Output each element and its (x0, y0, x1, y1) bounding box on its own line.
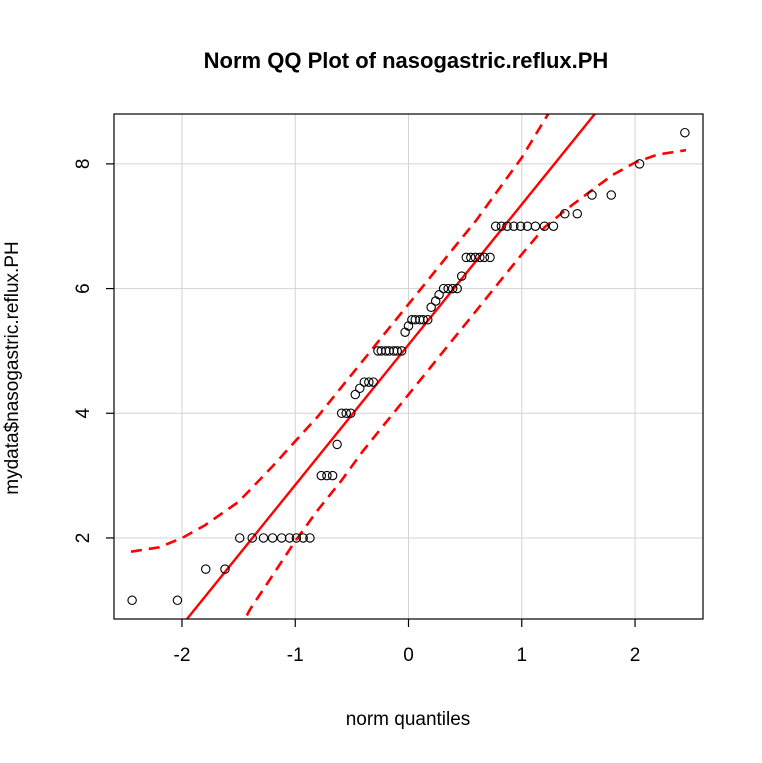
y-tick-label: 4 (73, 408, 94, 419)
data-point (127, 595, 137, 606)
data-point (634, 159, 645, 169)
data-point (267, 533, 278, 543)
data-point (447, 283, 458, 294)
data-point (680, 127, 690, 138)
data-point (418, 314, 428, 325)
x-tick-label: 0 (403, 645, 414, 666)
data-point (548, 221, 559, 231)
lower-confidence-envelope (243, 148, 687, 619)
y-tick-label: 8 (73, 159, 94, 170)
data-point (426, 302, 436, 313)
data-point (434, 290, 444, 300)
x-tick-label: 2 (630, 645, 641, 666)
data-point (587, 190, 597, 200)
data-point (496, 221, 507, 231)
data-point (220, 564, 230, 574)
upper-confidence-envelope (130, 114, 550, 553)
data-point (479, 252, 490, 263)
x-axis-label: norm quantiles (346, 709, 471, 730)
data-point (258, 533, 269, 543)
data-point (502, 221, 512, 231)
data-point (341, 408, 351, 419)
y-tick-label: 2 (73, 533, 94, 544)
data-point (336, 408, 347, 419)
data-point (284, 533, 295, 543)
data-point (470, 252, 481, 263)
x-tick-label: -1 (287, 645, 304, 666)
data-point (509, 221, 519, 231)
data-point (490, 221, 501, 231)
axes: -2 -1 0 1 2 2 4 6 8 (73, 159, 640, 666)
y-tick-label: 6 (73, 283, 94, 294)
data-point (316, 470, 327, 481)
data-point (247, 533, 257, 543)
data-point (396, 346, 407, 356)
grid-lines (114, 114, 703, 619)
data-point (359, 377, 370, 387)
data-point (452, 283, 462, 294)
data-point (172, 595, 183, 606)
data-point (530, 221, 541, 231)
reference-line (185, 114, 597, 619)
data-point (355, 383, 365, 394)
data-point (200, 564, 211, 574)
data-point (345, 408, 356, 419)
chart-title: Norm QQ Plot of nasogastric.reflux.PH (204, 48, 609, 73)
data-point (515, 221, 526, 231)
data-point (423, 314, 433, 325)
data-point (327, 470, 338, 481)
y-axis-label: mydata$nasogastric.reflux.PH (2, 241, 23, 494)
data-point (475, 252, 485, 263)
data-point (368, 377, 379, 387)
data-point (234, 533, 245, 543)
data-point (485, 252, 495, 263)
plot-area (127, 114, 690, 619)
data-point (443, 283, 453, 294)
data-point (606, 190, 617, 200)
x-tick-label: 1 (516, 645, 527, 666)
data-point (322, 470, 332, 481)
data-point (572, 209, 583, 219)
data-point (392, 346, 402, 356)
data-point (305, 533, 315, 543)
data-point (298, 533, 308, 543)
data-point (456, 271, 467, 281)
data-point (539, 221, 550, 231)
data-point (350, 389, 361, 400)
data-point (438, 283, 449, 294)
data-point (291, 533, 302, 543)
data-point (466, 252, 476, 263)
data-point (364, 377, 374, 387)
data-point (461, 252, 472, 263)
x-tick-label: -2 (174, 645, 191, 666)
data-point (332, 439, 342, 450)
data-point (560, 209, 570, 219)
